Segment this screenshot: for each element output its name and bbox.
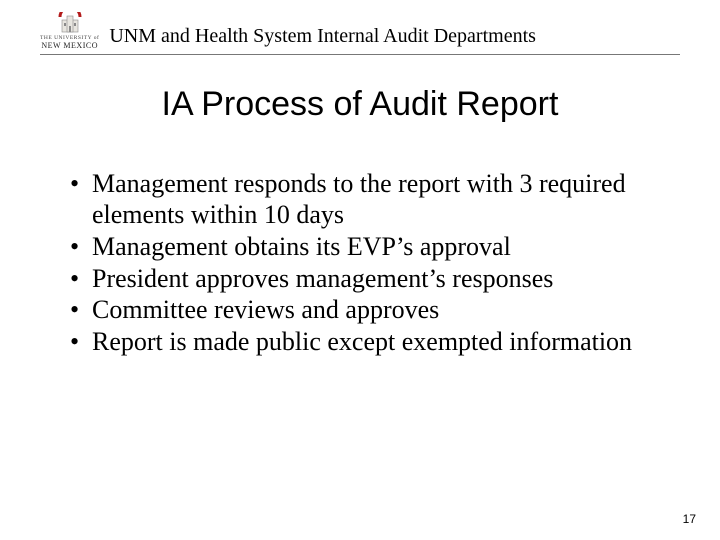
- bullet-item: Report is made public except exempted in…: [70, 326, 680, 358]
- slide-header: THE UNIVERSITY of NEW MEXICO UNM and Hea…: [40, 12, 680, 55]
- unm-logo-icon: [53, 12, 87, 34]
- bullet-item: Management responds to the report with 3…: [70, 168, 680, 231]
- slide-title: IA Process of Audit Report: [40, 85, 680, 124]
- slide: THE UNIVERSITY of NEW MEXICO UNM and Hea…: [0, 0, 720, 540]
- logo-text-main: NEW MEXICO: [41, 42, 98, 50]
- department-label: UNM and Health System Internal Audit Dep…: [109, 25, 680, 50]
- bullet-item: Committee reviews and approves: [70, 294, 680, 326]
- bullet-item: Management obtains its EVP’s approval: [70, 231, 680, 263]
- page-number: 17: [683, 512, 696, 526]
- unm-logo: THE UNIVERSITY of NEW MEXICO: [40, 12, 99, 50]
- bullet-item: President approves management’s response…: [70, 263, 680, 295]
- bullet-list: Management responds to the report with 3…: [40, 168, 680, 358]
